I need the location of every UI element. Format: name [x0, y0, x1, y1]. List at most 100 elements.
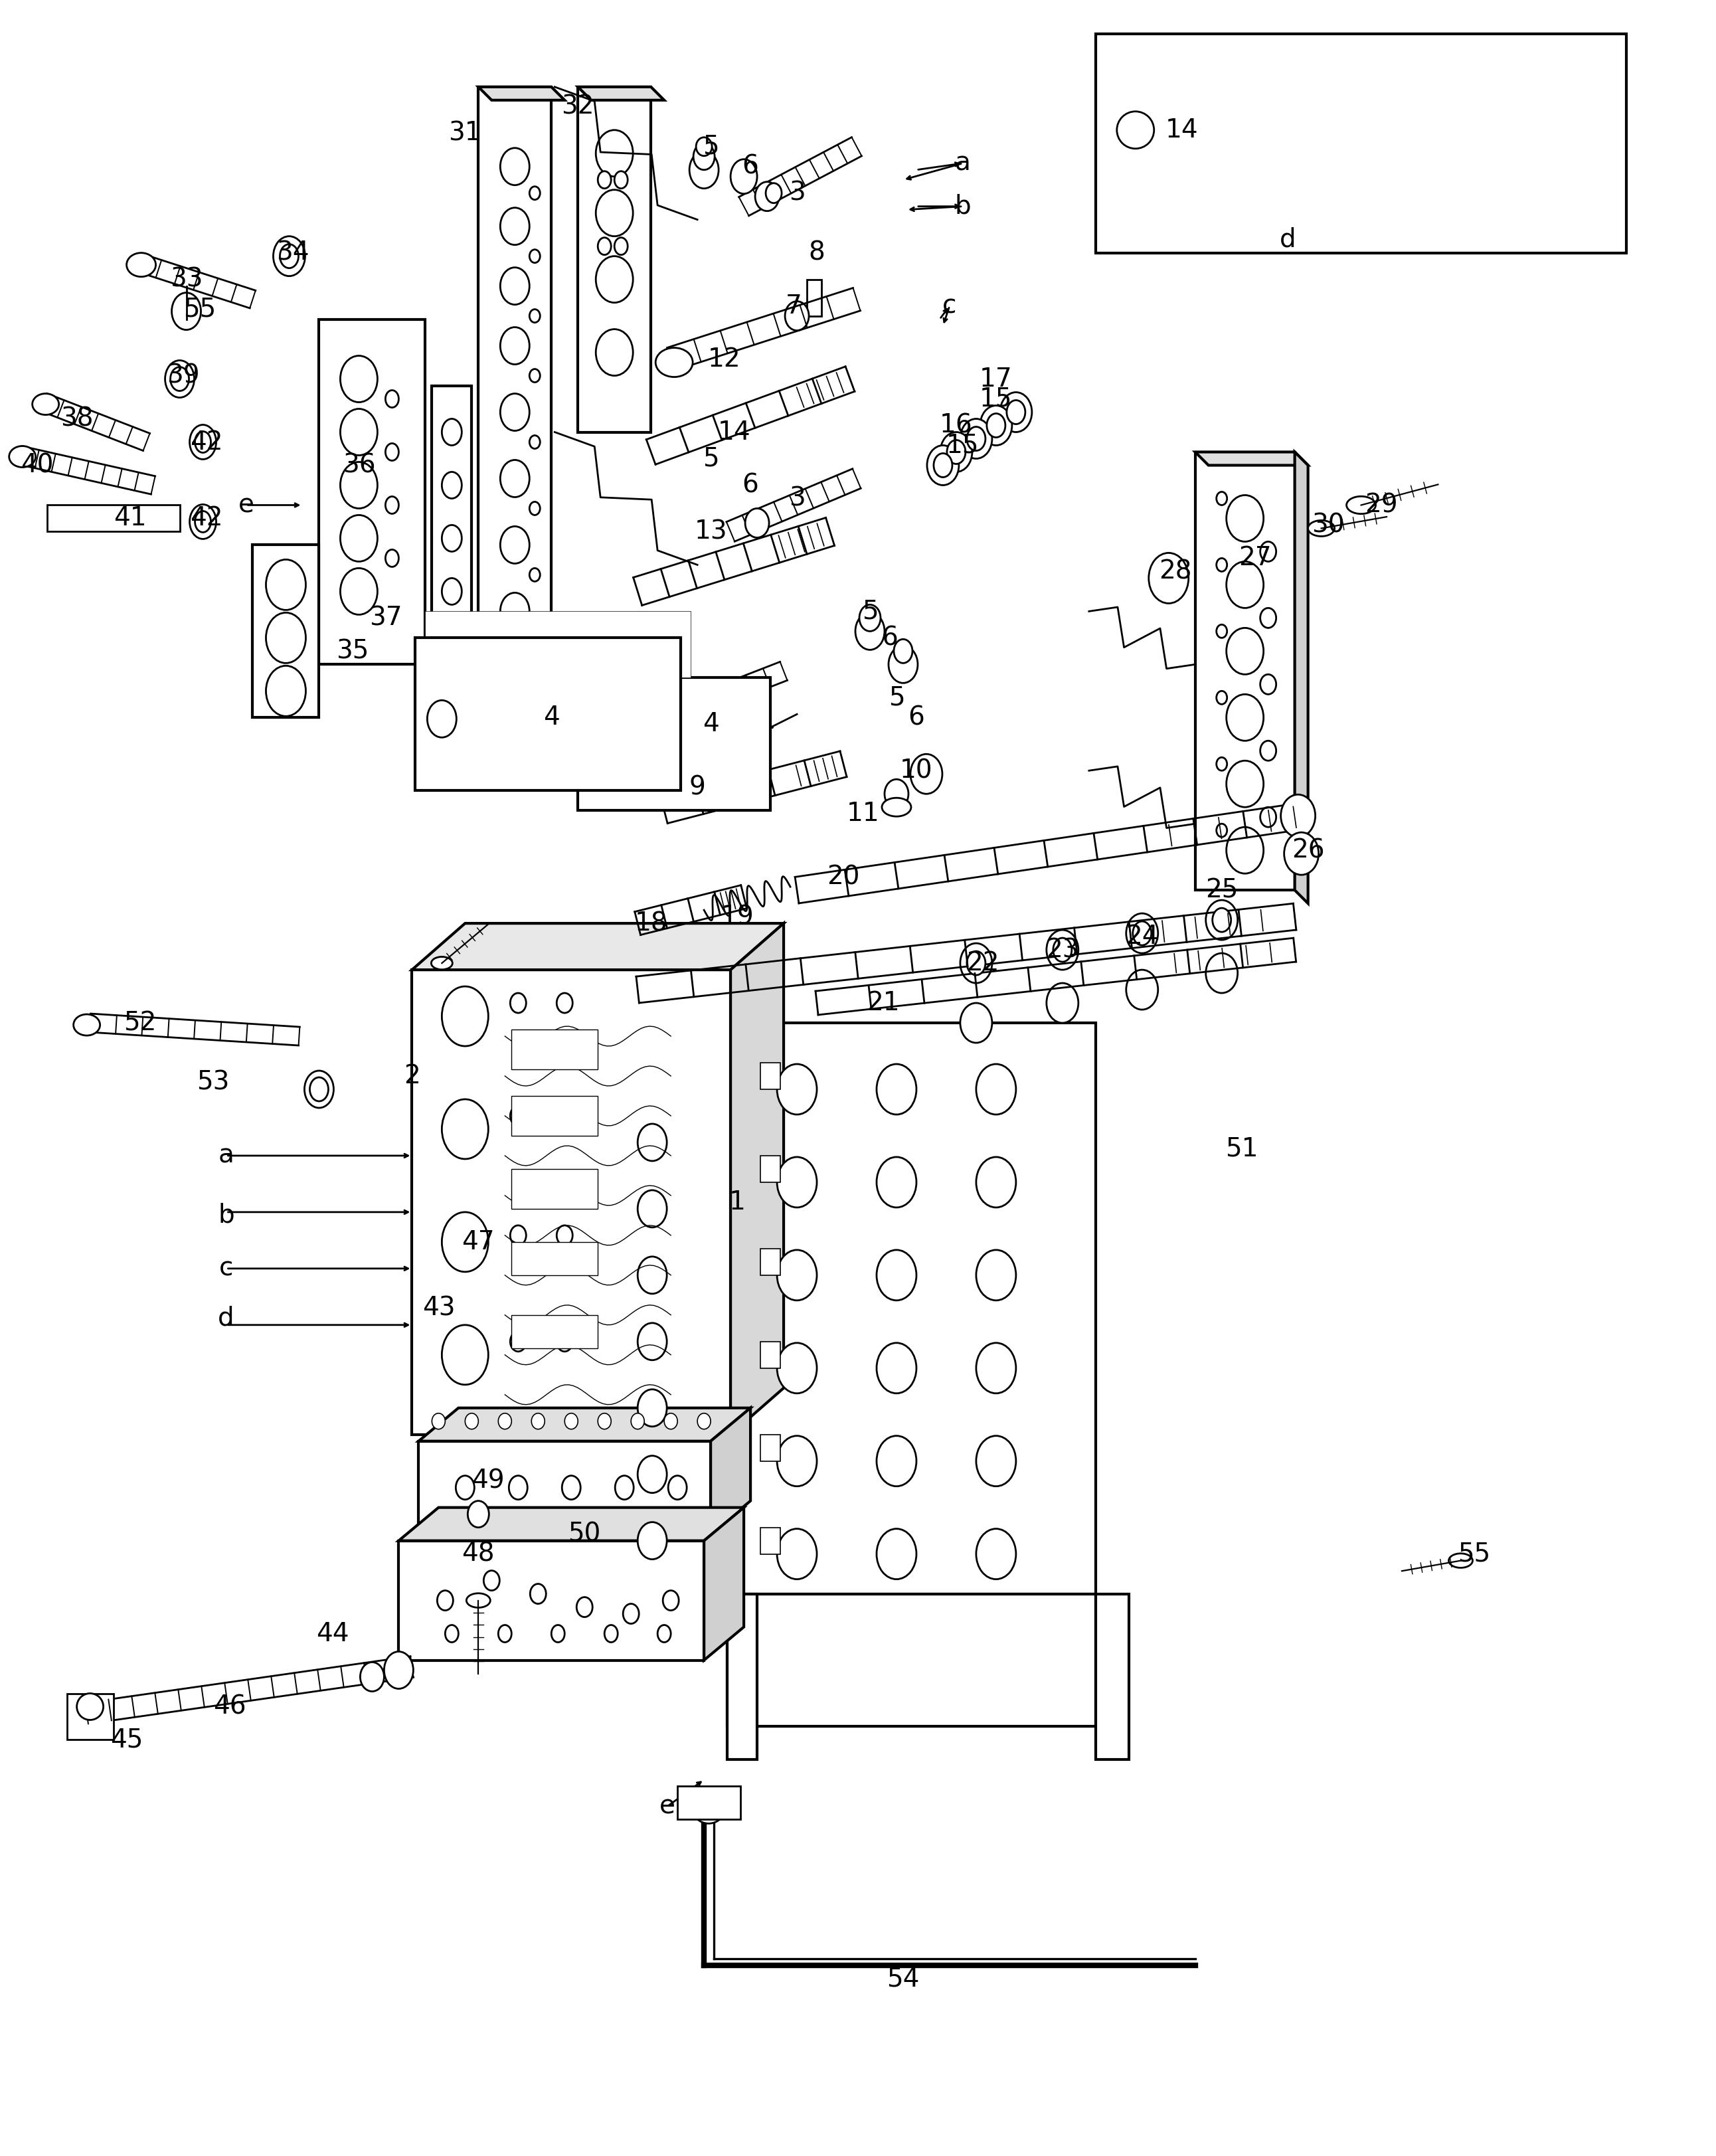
Ellipse shape — [597, 237, 611, 254]
Ellipse shape — [444, 1626, 458, 1643]
Ellipse shape — [1000, 392, 1031, 431]
Ellipse shape — [595, 129, 633, 177]
Ellipse shape — [1133, 921, 1151, 944]
Ellipse shape — [340, 515, 378, 561]
Text: 31: 31 — [448, 121, 482, 147]
Ellipse shape — [755, 181, 779, 211]
Ellipse shape — [877, 1250, 916, 1300]
Ellipse shape — [384, 1651, 414, 1688]
Ellipse shape — [597, 1412, 611, 1429]
Ellipse shape — [565, 1412, 578, 1429]
Text: 8: 8 — [808, 239, 825, 265]
Text: 7: 7 — [786, 293, 801, 319]
Ellipse shape — [1213, 908, 1230, 931]
Text: 5: 5 — [861, 599, 879, 623]
Ellipse shape — [777, 1529, 817, 1578]
Text: 15: 15 — [947, 433, 980, 457]
Ellipse shape — [1217, 824, 1227, 837]
Polygon shape — [728, 1593, 1095, 1727]
Ellipse shape — [595, 330, 633, 375]
Ellipse shape — [465, 1412, 479, 1429]
Text: 26: 26 — [1292, 839, 1325, 862]
Polygon shape — [432, 386, 472, 632]
Ellipse shape — [196, 511, 211, 533]
Ellipse shape — [1448, 1554, 1472, 1567]
Text: e: e — [239, 492, 254, 517]
Text: 20: 20 — [827, 865, 860, 890]
Ellipse shape — [33, 395, 58, 414]
Text: 48: 48 — [462, 1542, 494, 1567]
Polygon shape — [760, 1341, 781, 1369]
Ellipse shape — [340, 410, 378, 455]
Ellipse shape — [551, 1626, 565, 1643]
Text: b: b — [218, 1203, 235, 1229]
Ellipse shape — [498, 1412, 511, 1429]
Ellipse shape — [172, 293, 201, 330]
Ellipse shape — [638, 1455, 668, 1492]
Text: 45: 45 — [110, 1727, 142, 1753]
Ellipse shape — [532, 1412, 544, 1429]
Text: 39: 39 — [166, 362, 199, 388]
Ellipse shape — [530, 502, 541, 515]
Ellipse shape — [432, 1412, 444, 1429]
Ellipse shape — [1227, 828, 1263, 873]
Ellipse shape — [697, 1412, 710, 1429]
Ellipse shape — [501, 267, 530, 304]
Ellipse shape — [530, 250, 541, 263]
Text: 52: 52 — [124, 1011, 156, 1035]
Ellipse shape — [530, 369, 541, 382]
Polygon shape — [1194, 453, 1296, 890]
Ellipse shape — [877, 1436, 916, 1485]
Ellipse shape — [1126, 970, 1158, 1009]
Ellipse shape — [657, 1626, 671, 1643]
Ellipse shape — [1227, 561, 1263, 608]
Polygon shape — [760, 1434, 781, 1462]
Polygon shape — [1095, 1593, 1129, 1759]
Ellipse shape — [1260, 608, 1277, 627]
Text: 44: 44 — [316, 1621, 348, 1647]
Text: 18: 18 — [635, 910, 668, 936]
Polygon shape — [419, 1408, 750, 1440]
Ellipse shape — [860, 604, 880, 632]
Ellipse shape — [441, 1212, 489, 1272]
Polygon shape — [46, 505, 180, 533]
Ellipse shape — [1260, 675, 1277, 694]
Text: 5: 5 — [702, 134, 719, 160]
Ellipse shape — [484, 1570, 499, 1591]
Text: 25: 25 — [1205, 877, 1239, 903]
Ellipse shape — [855, 612, 884, 649]
Ellipse shape — [1217, 690, 1227, 705]
Text: 10: 10 — [899, 759, 934, 783]
Text: 55: 55 — [184, 298, 216, 321]
Polygon shape — [1296, 453, 1308, 903]
Ellipse shape — [530, 569, 541, 582]
Ellipse shape — [530, 1585, 546, 1604]
Ellipse shape — [668, 1475, 686, 1501]
Polygon shape — [760, 1156, 781, 1181]
Ellipse shape — [1117, 112, 1155, 149]
Ellipse shape — [1280, 796, 1314, 837]
Polygon shape — [252, 545, 319, 718]
Text: 42: 42 — [190, 507, 223, 530]
Ellipse shape — [1227, 761, 1263, 806]
Text: 12: 12 — [707, 347, 740, 371]
Ellipse shape — [501, 526, 530, 563]
Text: 37: 37 — [369, 606, 402, 630]
Ellipse shape — [441, 1326, 489, 1384]
Ellipse shape — [1217, 558, 1227, 571]
Text: 6: 6 — [908, 705, 925, 731]
Polygon shape — [511, 1031, 597, 1069]
Text: Serial No. 60045～: Serial No. 60045～ — [1115, 78, 1313, 99]
Ellipse shape — [987, 414, 1006, 438]
Ellipse shape — [614, 1475, 633, 1501]
Ellipse shape — [501, 593, 530, 630]
Ellipse shape — [662, 1591, 680, 1611]
Ellipse shape — [1308, 520, 1335, 537]
Ellipse shape — [1227, 496, 1263, 541]
Ellipse shape — [311, 1078, 328, 1102]
Ellipse shape — [501, 328, 530, 364]
Polygon shape — [578, 677, 770, 811]
Ellipse shape — [623, 1604, 638, 1623]
Ellipse shape — [360, 1662, 384, 1692]
Text: a: a — [954, 151, 971, 177]
